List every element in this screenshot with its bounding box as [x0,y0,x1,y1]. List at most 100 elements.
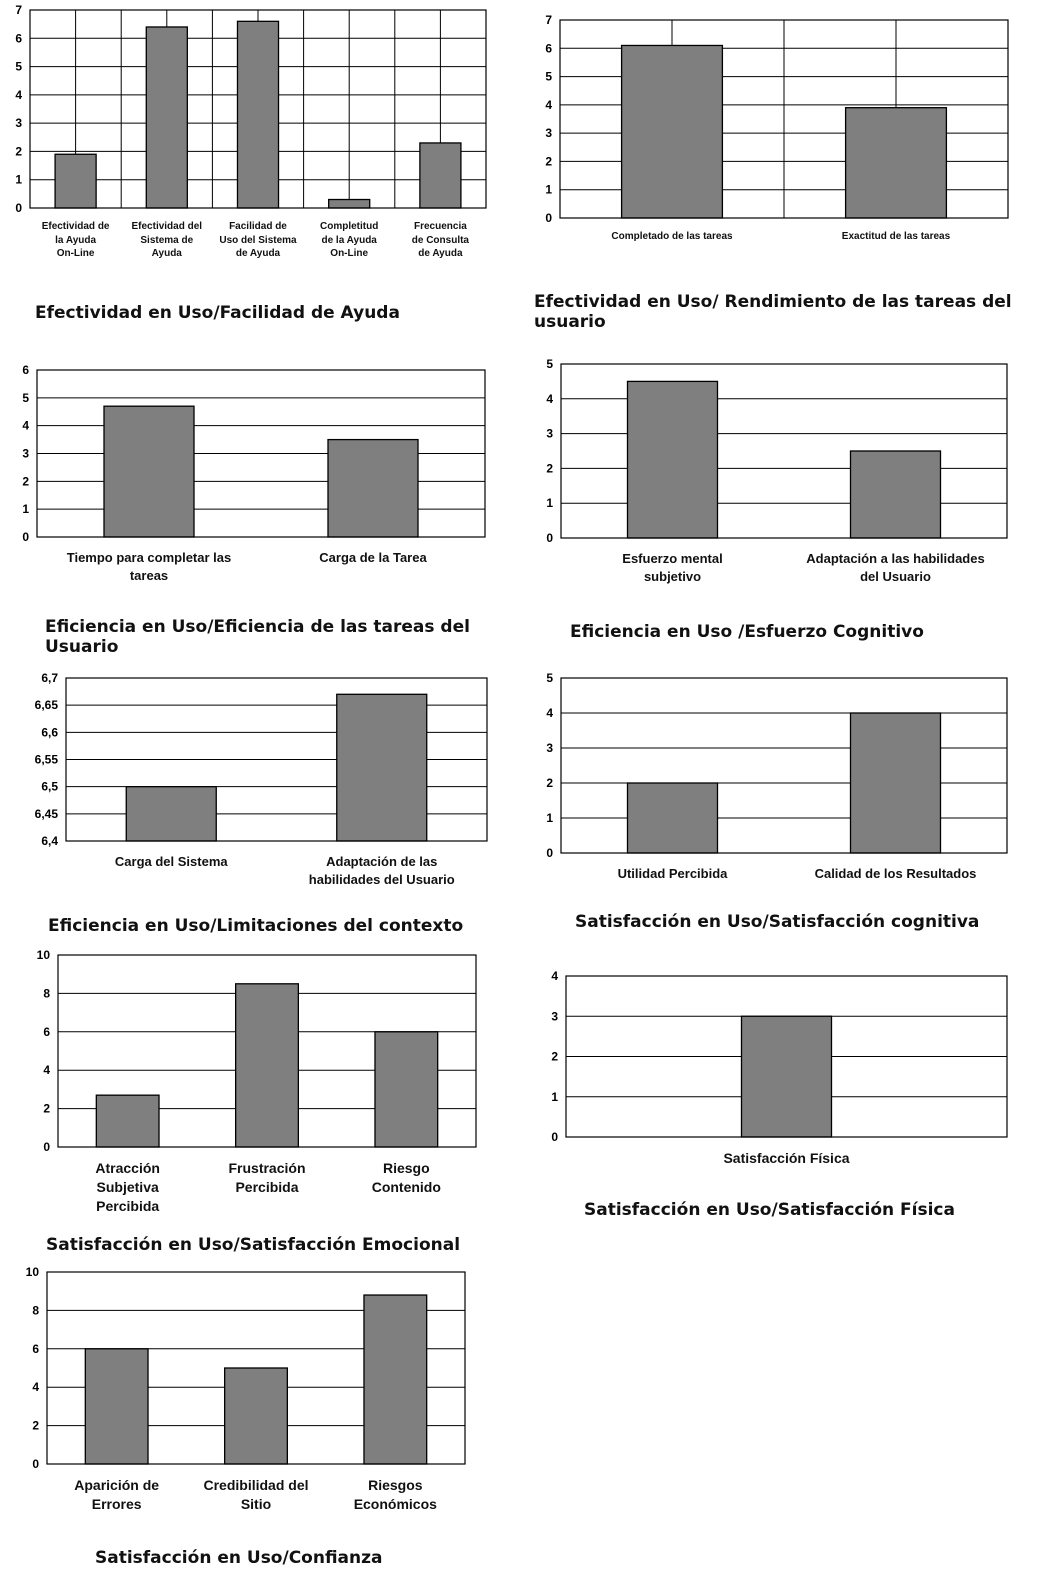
x-category-label: Satisfacción Física [677,1149,897,1168]
x-category-label-line: On-Line [56,248,95,259]
bar [620,44,724,219]
bar [84,1348,149,1465]
chart-caption: Satisfacción en Uso/Satisfacción cogniti… [575,912,980,932]
x-category-label: Riesgo Contenido [332,1159,481,1197]
x-category-label-line: de Ayuda [418,248,463,259]
x-category-label-line: Percibida [235,1178,299,1195]
y-tick-label: 1 [551,1090,558,1104]
x-category-label-line: Económicos [353,1495,437,1512]
y-tick-label: 4 [43,1063,50,1077]
x-category-label: Esfuerzo mental subjetivo [563,550,783,585]
y-tick-label: 0 [545,211,552,225]
x-category-label: Tiempo para completar las tareas [39,549,259,584]
y-tick-label: 10 [26,1265,40,1279]
chart-caption: Eficiencia en Uso /Esfuerzo Cognitivo [570,622,924,642]
x-category-label-line: Atracción [95,1160,160,1176]
y-tick-label: 2 [546,776,553,790]
y-tick-label: 2 [32,1419,39,1433]
plot-frame [559,19,1009,219]
x-category-label: Frustración Percibida [192,1159,341,1197]
x-category-label-line: Ayuda [151,248,182,259]
x-category-label-line: Frustración [228,1160,306,1176]
x-category-label-line: Esfuerzo mental [622,551,723,566]
y-tick-label: 6 [43,1025,50,1039]
chart-panel-satisfaccion-emocional: Satisfacción en Uso/Satisfacción Emocion… [37,948,481,1255]
x-category-label: Frecuencia de Consulta de Ayuda [390,220,491,261]
y-tick-label: 2 [22,474,29,488]
y-tick-label: 5 [546,671,553,685]
y-tick-label: 6,7 [41,671,58,685]
x-category-label-line: tareas [129,567,169,583]
bar [849,450,942,539]
chart-caption: Eficiencia en Uso/Limitaciones del conte… [48,916,464,936]
y-tick-label: 6,4 [41,834,58,848]
plot-frame [46,1271,466,1465]
x-category-label-line: Efectividad del [131,221,203,232]
x-category-label: Adaptación de las habilidades del Usuario [272,853,492,888]
y-tick-label: 0 [32,1457,39,1471]
chart-panel-satisfaccion-fisica: Satisfacción en Uso/Satisfacción Física … [551,969,1008,1220]
x-category-label: Efectividad del Sistema de Ayuda [116,220,217,261]
x-category-label-line: On-Line [330,248,369,259]
y-tick-label: 8 [43,986,50,1000]
x-category-label: Efectividad de la Ayuda On-Line [25,220,126,261]
x-category-label-line: Utilidad Percibida [617,866,728,881]
y-tick-label: 7 [15,3,22,17]
chart-caption: Satisfacción en Uso/Satisfacción Emocion… [46,1235,461,1255]
x-category-label: Exactitud de las tareas [786,230,1006,244]
x-category-label-line: Subjetiva [96,1178,159,1195]
x-category-label-line: la Ayuda [55,234,97,246]
plot-frame [560,363,1008,539]
bar [849,712,942,854]
y-tick-label: 0 [551,1130,558,1144]
x-category-label: Completitud de la Ayuda On-Line [299,220,400,261]
bar-chart: 0 2 4 6 8 10 [26,1265,466,1471]
chart-panel-eficiencia-tareas: Eficiencia en Uso/Eficiencia de las tare… [0,0,1048,680]
y-tick-label: 2 [15,144,22,158]
x-category-label-line: Sistema de [140,234,194,246]
x-category-label: Credibilidad del Sitio [181,1476,330,1514]
x-category-label-line: de la Ayuda [321,234,377,246]
y-tick-label: 0 [22,530,29,544]
y-tick-label: 2 [43,1102,50,1116]
x-category-label-line: Carga de la Tarea [319,550,427,565]
x-category-label: Facilidad de Uso del Sistema de Ayuda [207,220,308,261]
x-category-label-line: Completado de las tareas [611,231,733,242]
y-tick-label: 1 [15,173,22,187]
y-tick-label: 3 [22,447,29,461]
x-category-label-line: Facilidad de [229,221,287,232]
bar-chart: 0 1 2 3 4 [551,969,1008,1144]
y-tick-label: 5 [546,357,553,371]
chart-caption: Eficiencia en Uso/Eficiencia de las tare… [45,617,470,657]
chart-panel-rendimiento-tareas: Efectividad en Uso/ Rendimiento de las t… [0,0,1048,340]
x-category-label-line: habilidades del Usuario [308,871,455,887]
y-tick-label: 10 [37,948,51,962]
y-tick-label: 8 [32,1303,39,1317]
plot-frame [57,954,477,1148]
plot-frame [36,369,486,538]
y-tick-label: 0 [15,201,22,215]
plot-frame [565,975,1008,1138]
chart-caption: Satisfacción en Uso/Confianza [95,1548,383,1568]
x-category-label-line: de Ayuda [235,248,281,259]
x-category-label-line: Carga del Sistema [114,854,228,869]
x-category-label: Calidad de los Resultados [786,865,1006,883]
y-tick-label: 0 [43,1140,50,1154]
bar-chart: 6,4 6,45 6,5 6,55 6,6 6,65 6,7 [35,671,488,848]
bar [125,786,217,842]
x-category-label-line: subjetivo [643,568,702,584]
bar [419,142,462,209]
x-category-label: Riesgos Económicos [321,1476,470,1514]
y-tick-label: 0 [546,846,553,860]
bar [236,20,280,209]
bar [740,1015,833,1138]
x-category-label: Carga del Sistema [61,853,281,871]
x-category-label-line: Calidad de los Resultados [814,866,977,881]
x-category-label: Atracción Subjetiva Percibida [53,1159,202,1216]
y-tick-label: 1 [545,183,552,197]
bar [327,438,419,538]
y-tick-label: 6 [32,1342,39,1356]
bar-chart: 0 1 2 3 4 5 [546,671,1008,860]
chart-caption: Efectividad en Uso/Facilidad de Ayuda [35,303,400,323]
